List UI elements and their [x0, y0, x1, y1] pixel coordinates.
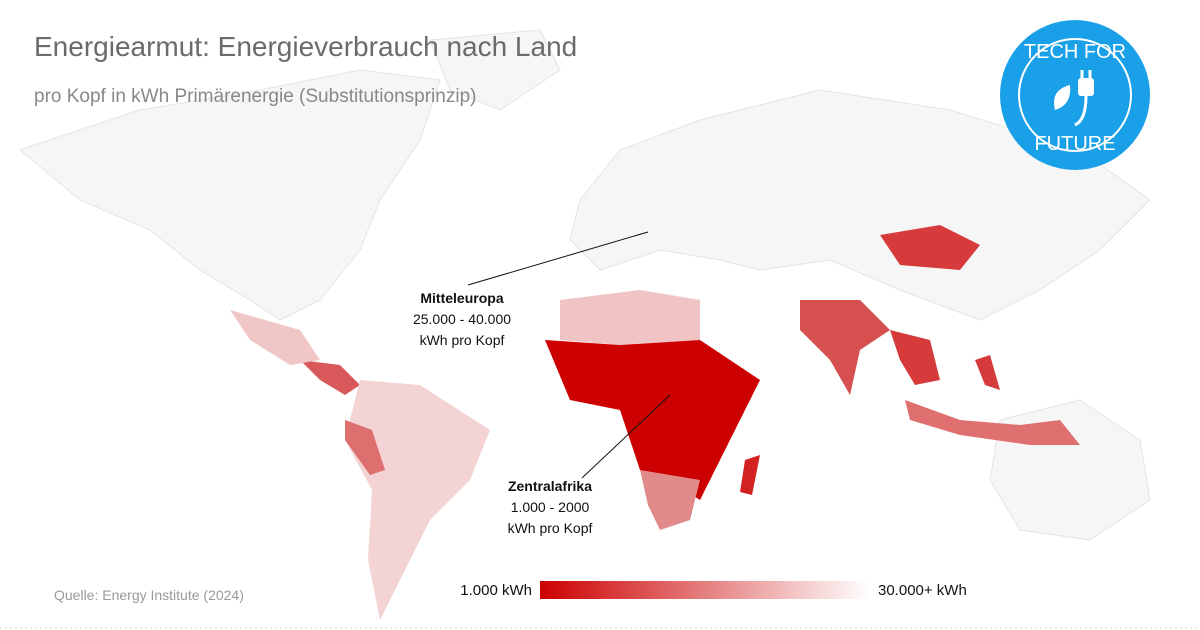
annotation-title: Zentralafrika — [508, 478, 592, 494]
annotation-range: 1.000 - 2000 — [511, 499, 590, 515]
madagascar — [740, 455, 760, 495]
southern-africa — [640, 470, 700, 530]
annotation-title: Mitteleuropa — [420, 290, 503, 306]
annotation-unit: kWh pro Kopf — [420, 332, 505, 348]
source: Quelle: Energy Institute (2024) — [54, 587, 244, 603]
logo-bottom: FUTURE — [1034, 133, 1115, 155]
annotation-unit: kWh pro Kopf — [508, 520, 593, 536]
indonesia — [905, 400, 1080, 445]
title: Energiearmut: Energieverbrauch nach Land — [34, 31, 577, 62]
mongolia — [880, 225, 980, 270]
india — [800, 300, 890, 395]
southeast-asia — [890, 330, 940, 385]
philippines — [975, 355, 1000, 390]
mexico — [230, 310, 320, 365]
red-regions — [230, 225, 1080, 620]
leader-line — [581, 394, 671, 479]
legend-min: 1.000 kWh — [460, 582, 532, 599]
central-america — [300, 360, 360, 395]
peru — [345, 420, 385, 475]
logo: TECH FOR FUTURE — [1000, 20, 1150, 170]
annotation-range: 25.000 - 40.000 — [413, 311, 511, 327]
north-africa — [560, 290, 700, 345]
central-africa — [545, 340, 760, 500]
logo-top: TECH FOR — [1024, 41, 1126, 63]
subtitle: pro Kopf in kWh Primärenergie (Substitut… — [34, 86, 476, 107]
legend-gradient — [540, 581, 870, 599]
south-america — [345, 380, 490, 620]
legend-max: 30.000+ kWh — [878, 582, 967, 599]
leader-line — [467, 231, 649, 286]
background-land — [18, 29, 1151, 541]
